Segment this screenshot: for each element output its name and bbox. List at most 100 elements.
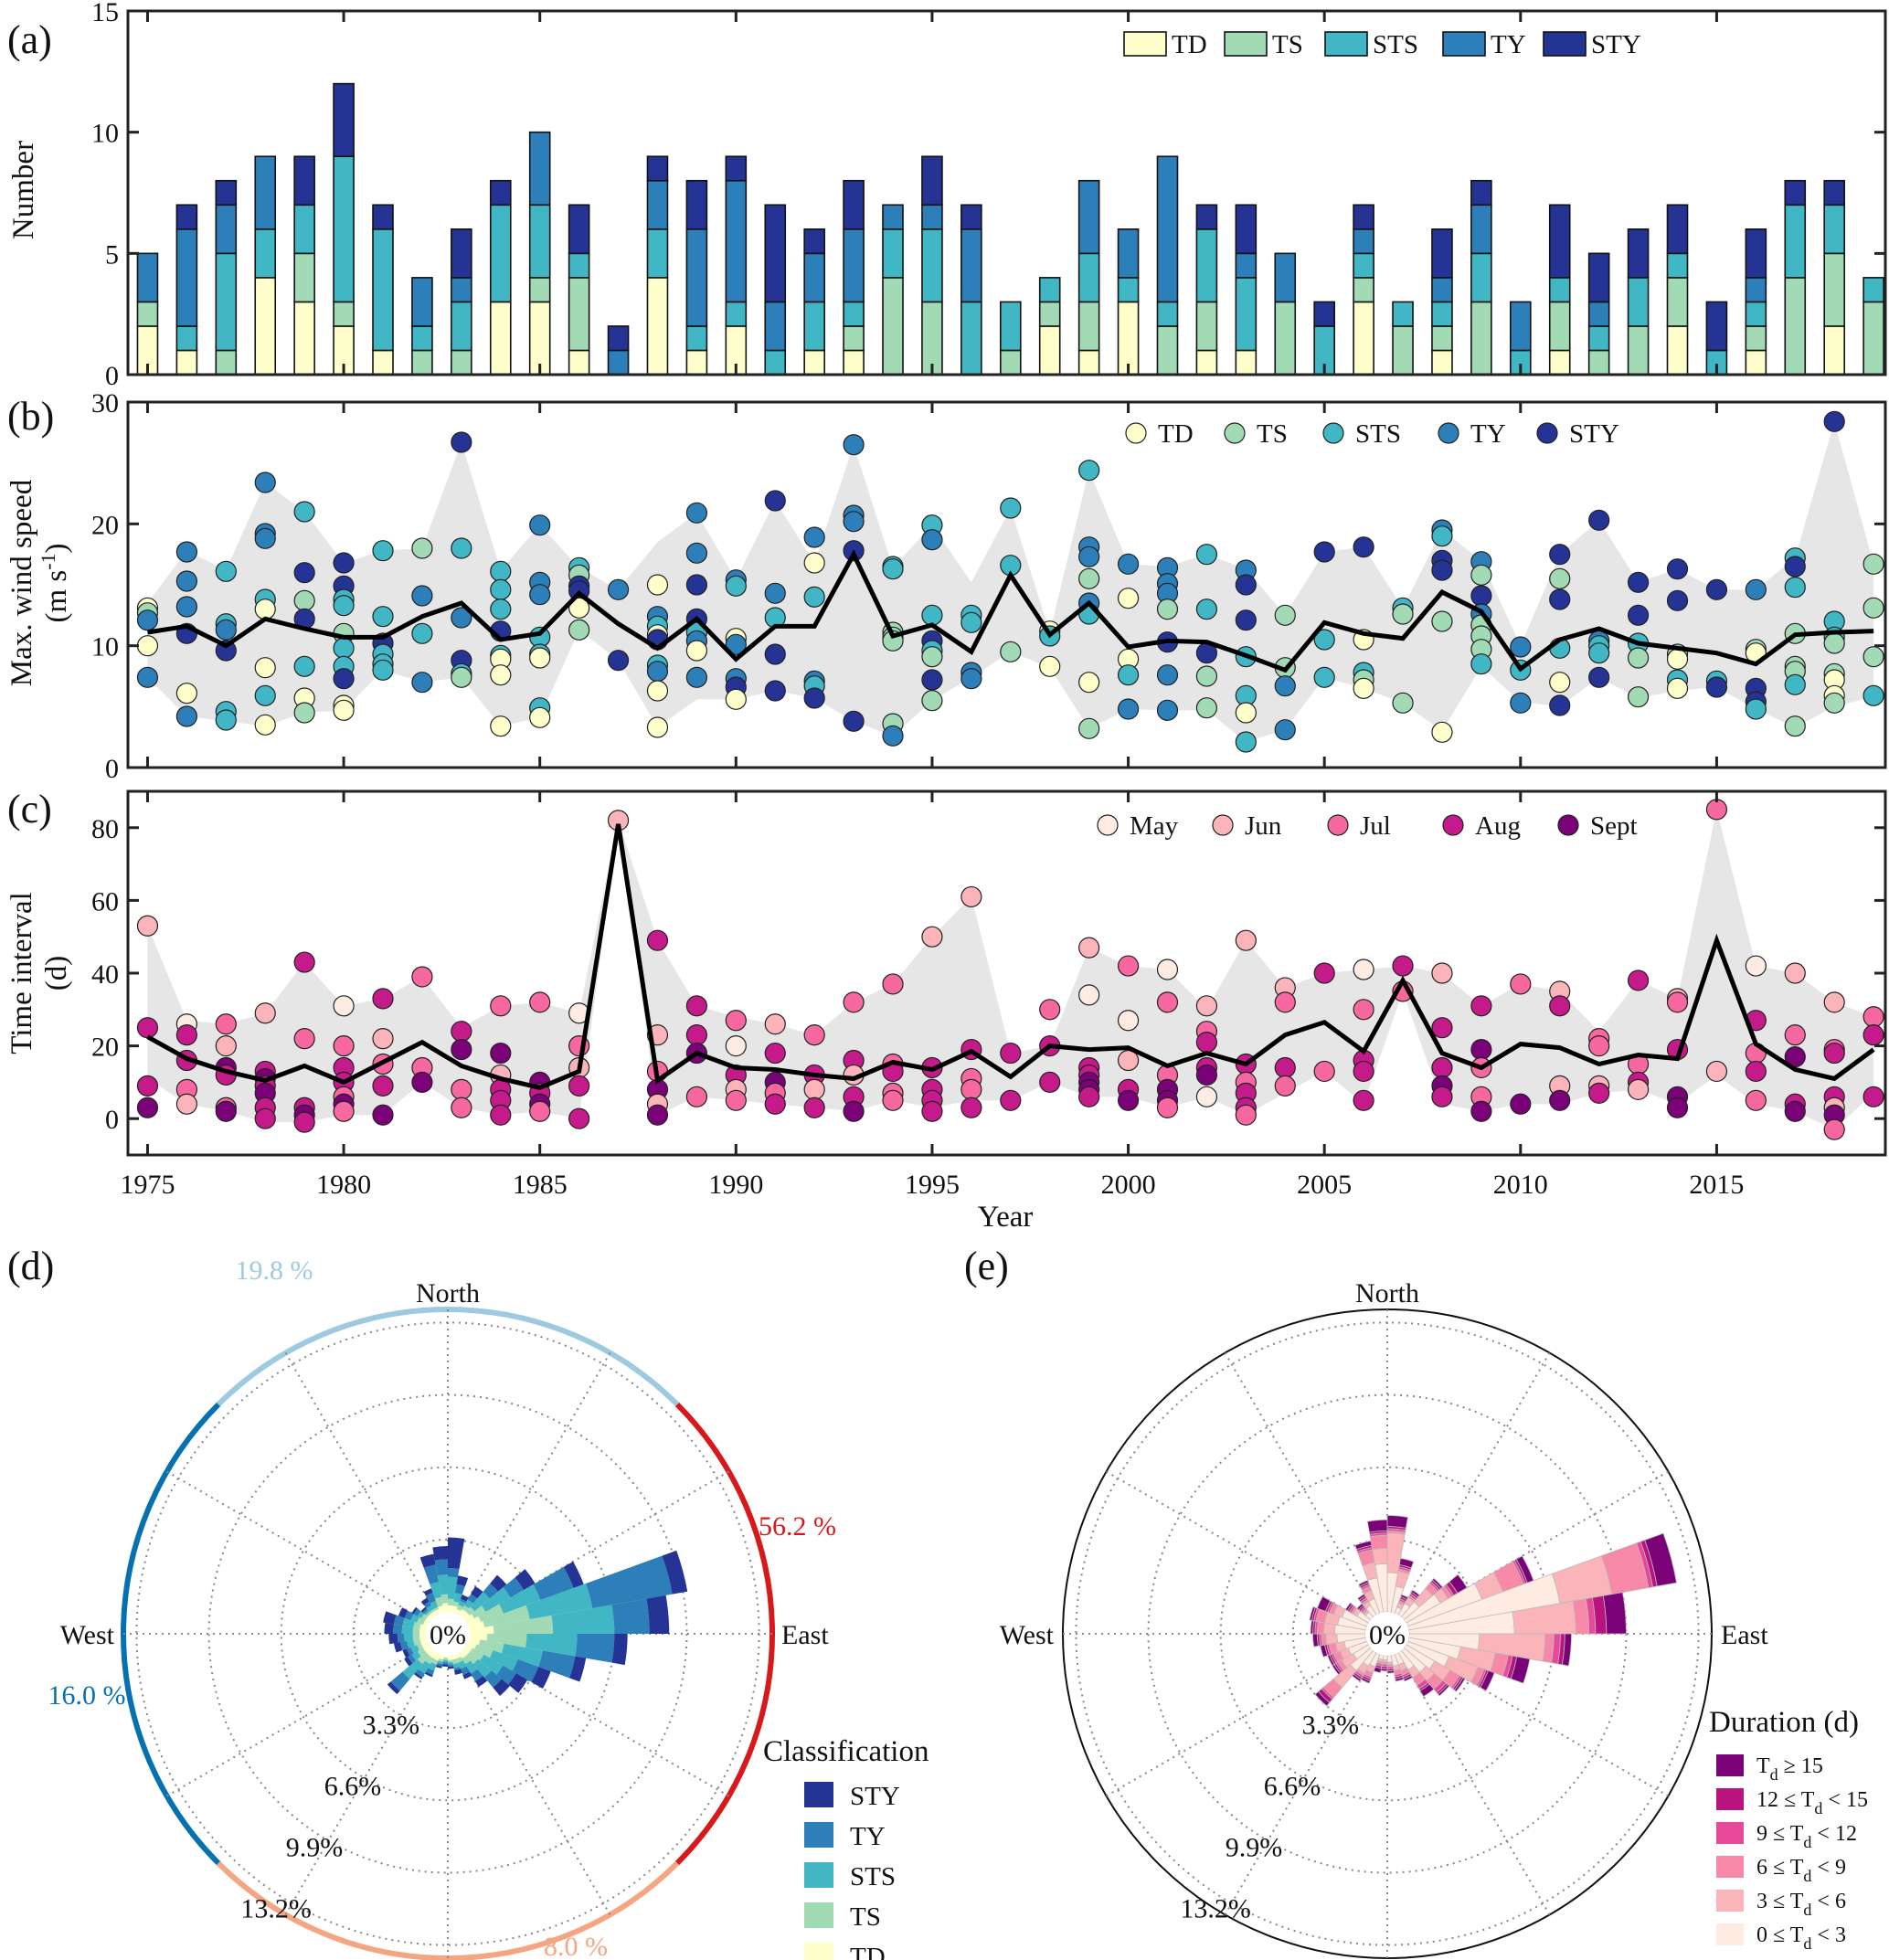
rose-segment-d15-105	[1510, 1656, 1531, 1684]
data-point-ty	[960, 668, 982, 690]
rose-segment-ts-235	[417, 1647, 427, 1657]
direction-label-east: East	[1721, 1620, 1768, 1650]
data-point-sty	[1588, 509, 1610, 531]
data-point-jul	[882, 1089, 904, 1111]
data-point-ty	[1274, 719, 1296, 741]
data-point-jul	[529, 991, 551, 1013]
data-point-ty	[764, 582, 786, 604]
legend-label-jun: Jun	[1245, 811, 1282, 841]
bar-segment-sts-1995	[921, 228, 943, 303]
legend-swatch-d9	[1716, 1822, 1744, 1844]
panel-b-ylabel-unit: (m s-1)	[37, 543, 73, 622]
rose-segment-td-15	[451, 1605, 458, 1614]
rose-segment-ts-175	[448, 1659, 453, 1663]
data-point-ty	[136, 666, 159, 688]
rose-segment-sty-245	[402, 1648, 410, 1658]
rose-segment-ts-165	[452, 1658, 459, 1665]
panel-c-xlabel: Year	[978, 1201, 1034, 1234]
rose-segment-ty-205	[426, 1668, 435, 1676]
rose-segment-ty-265	[397, 1634, 405, 1643]
data-point-aug	[175, 1024, 197, 1046]
data-point-sts	[451, 537, 472, 559]
legend-title: Duration (d)	[1709, 1706, 1859, 1739]
ring-label: 9.9%	[1226, 1833, 1283, 1863]
bar-segment-ty-1978	[254, 155, 277, 230]
legend-label-ty: TY	[1491, 30, 1526, 59]
panel-b-ylabel: Max. wind speed	[5, 479, 38, 686]
rose-segment-ty-115	[512, 1658, 539, 1682]
data-point-sts	[333, 637, 355, 659]
data-point-jun	[803, 1078, 825, 1100]
data-point-jul	[293, 1028, 315, 1050]
data-point-ts	[1078, 717, 1100, 739]
rose-segment-td-295	[422, 1620, 430, 1626]
bar-segment-sty-1996	[960, 204, 982, 230]
rose-segment-sty-165	[454, 1669, 462, 1675]
bar-segment-ty-1988	[646, 179, 669, 230]
rose-segment-td-255	[419, 1637, 428, 1644]
bar-segment-sts-1979	[293, 204, 315, 255]
rose-segment-ty-195	[436, 1662, 443, 1667]
rose-segment-ty-335	[426, 1592, 436, 1604]
data-point-ty	[803, 526, 825, 548]
legend-label-pre: 6 ≤ T	[1756, 1856, 1804, 1880]
legend-label-post: < 6	[1811, 1890, 1846, 1913]
data-point-sts	[1784, 673, 1806, 695]
rose-segment-td-155	[455, 1652, 462, 1659]
bar-segment-ty-1985	[528, 131, 551, 207]
legend-label-post: < 9	[1811, 1856, 1846, 1880]
data-point-ty	[1117, 553, 1140, 575]
data-point-jun	[921, 926, 943, 948]
rose-segment-d15-355	[1366, 1519, 1388, 1533]
rose-segment-ty-285	[393, 1615, 405, 1626]
data-point-sept	[1195, 1064, 1218, 1086]
data-point-sty	[607, 650, 630, 672]
bar-segment-td-1984	[489, 301, 512, 376]
bar-segment-sty-2006	[1353, 204, 1374, 230]
rose-segment-td-275	[419, 1628, 427, 1634]
panel-c-xtick-label: 1975	[120, 1170, 175, 1200]
data-point-sty	[1588, 666, 1610, 688]
data-point-aug	[646, 929, 669, 951]
data-point-sty	[921, 669, 943, 691]
rose-segment-ts-295	[417, 1617, 426, 1626]
rose-segment-ty-325	[423, 1601, 432, 1609]
data-point-sts	[215, 709, 237, 731]
bar-segment-sts-1999	[1077, 252, 1100, 303]
data-point-ty	[1117, 698, 1140, 720]
rose-segment-sty-135	[493, 1679, 510, 1696]
bar-segment-ts-2011	[1548, 301, 1571, 352]
bar-segment-td-2002	[1195, 349, 1218, 376]
data-point-sty	[1784, 556, 1806, 577]
bar-segment-sty-2015	[1705, 301, 1728, 352]
rose-segment-td-185	[443, 1655, 448, 1658]
data-point-ty	[725, 633, 747, 655]
direction-label-west: West	[60, 1620, 115, 1650]
data-point-jul	[1784, 1024, 1806, 1046]
legend-label-sub: d	[1803, 1934, 1811, 1953]
bar-segment-sty-2009	[1470, 179, 1492, 207]
bar-segment-ts-2008	[1431, 325, 1453, 352]
data-point-aug	[254, 1107, 276, 1129]
rose-segment-ty-5	[448, 1568, 460, 1578]
rose-segment-ts-65	[478, 1604, 504, 1622]
rose-segment-sty-75	[662, 1550, 688, 1594]
rose-segment-ty-245	[406, 1647, 414, 1656]
data-point-sept	[136, 1097, 159, 1118]
rose-segment-ts-95	[486, 1634, 527, 1647]
bar-segment-ts-2017	[1784, 277, 1807, 376]
data-point-aug	[1039, 1071, 1061, 1094]
bar-segment-sts-1978	[254, 228, 277, 279]
rose-segment-d15-265	[1312, 1633, 1319, 1647]
panel-a-ytick-label: 15	[91, 0, 119, 27]
rose-segment-sty-325	[420, 1597, 430, 1605]
data-point-sts	[411, 622, 433, 644]
data-point-ty	[1510, 692, 1532, 714]
bar-segment-ts-2016	[1745, 325, 1767, 352]
data-point-sty	[843, 710, 865, 732]
data-point-aug	[1470, 995, 1492, 1017]
data-point-aug	[764, 1042, 786, 1065]
rose-segment-d15-285	[1309, 1605, 1316, 1621]
data-point-jun	[764, 1013, 786, 1035]
